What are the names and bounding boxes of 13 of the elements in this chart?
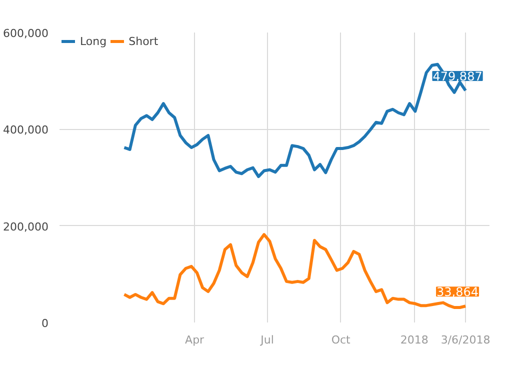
x-tick-label: 2018 <box>400 334 428 346</box>
y-tick-label: 400,000 <box>3 124 49 137</box>
y-tick-label: 0 <box>42 317 48 330</box>
x-tick-label: Oct <box>331 334 352 346</box>
annotation: 479,887 <box>432 70 482 84</box>
x-tick-label: Jul <box>260 334 274 346</box>
annotation: 33,864 <box>436 285 479 300</box>
y-tick-label: 600,000 <box>3 27 49 40</box>
legend-label: Long <box>80 34 107 48</box>
y-tick-label: 200,000 <box>3 220 49 234</box>
x-tick-label: Apr <box>185 334 205 346</box>
x-tick-label: 3/6/2018 <box>440 334 490 346</box>
legend-label: Short <box>128 34 158 48</box>
